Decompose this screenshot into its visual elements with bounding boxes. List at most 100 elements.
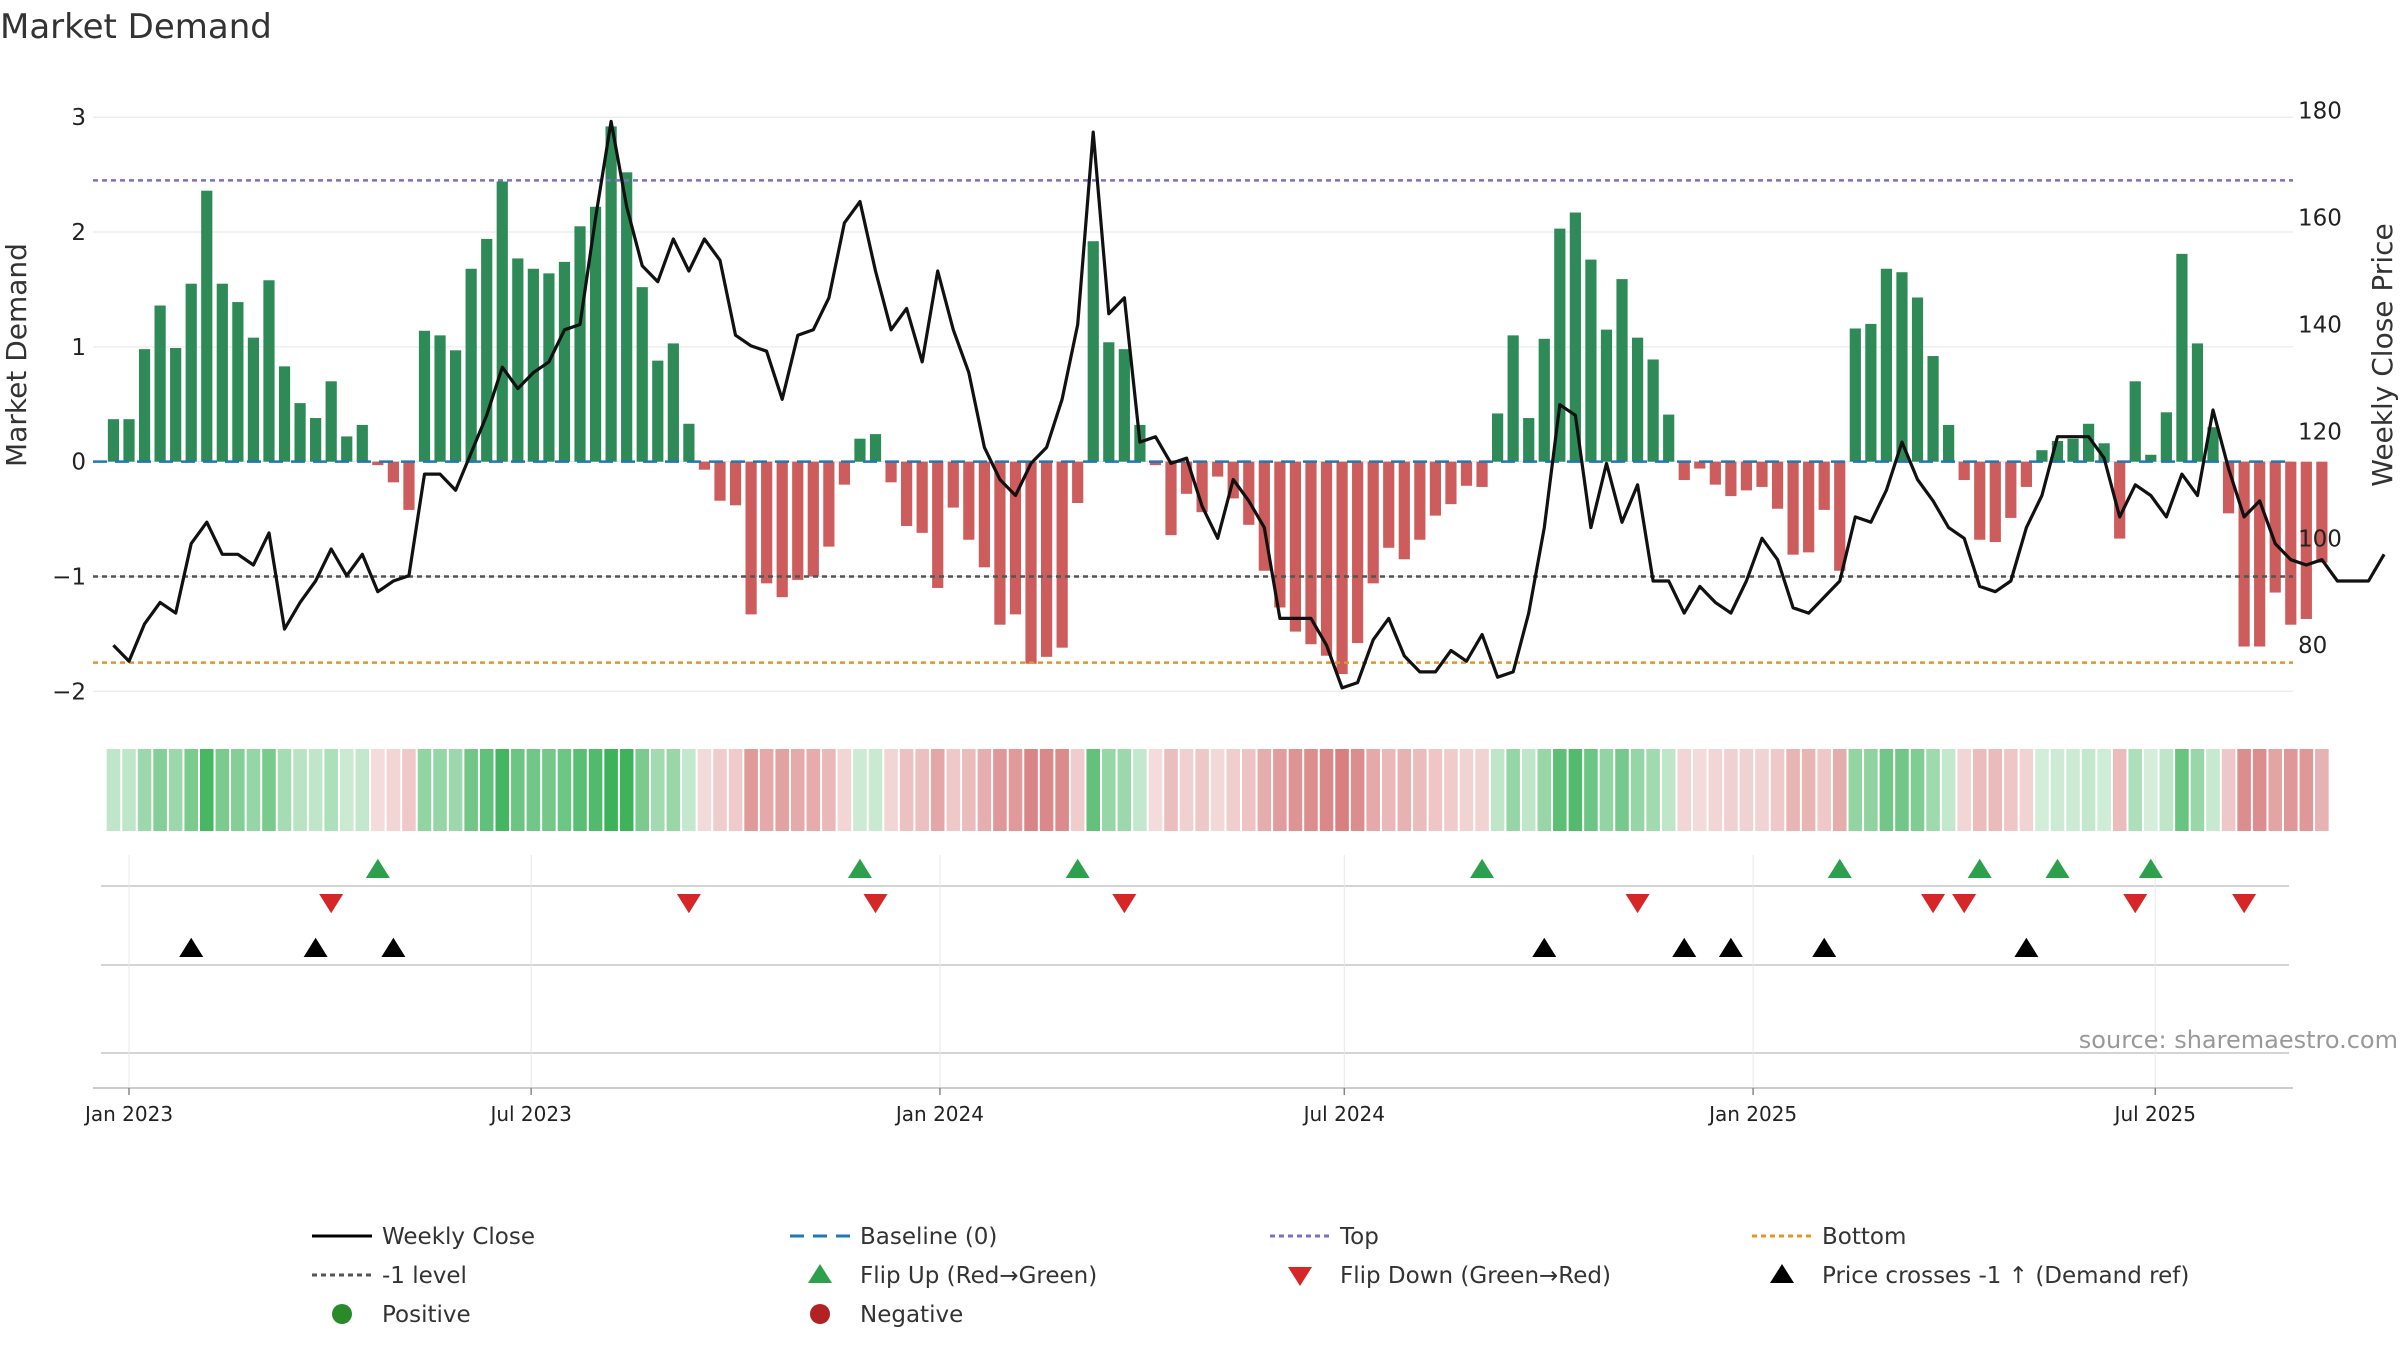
- reference-levels: [93, 179, 2293, 664]
- heatmap-cell: [1257, 749, 1272, 831]
- heatmap-cell: [1428, 749, 1443, 831]
- demand-bar: [1740, 461, 1753, 491]
- heatmap-cell: [386, 749, 401, 831]
- heatmap-cell: [1646, 749, 1660, 831]
- heatmap-cell: [1008, 749, 1023, 831]
- demand-bar: [2160, 412, 2172, 462]
- demand-bar: [310, 418, 322, 462]
- legend-item-flip-up: Flip Up (Red→Green): [808, 1263, 1097, 1289]
- price-cross-marker: [1532, 937, 1557, 957]
- legend-item-price-cross: Price crosses -1 ↑ (Demand ref): [1770, 1263, 2189, 1289]
- demand-bar: [543, 273, 555, 462]
- heatmap-cell: [1210, 749, 1225, 831]
- demand-bar: [356, 424, 368, 462]
- x-tick-label: Jan 2025: [1707, 1102, 1797, 1126]
- demand-bar: [901, 461, 913, 526]
- heatmap-cell: [1055, 749, 1069, 831]
- heatmap-cell: [2144, 749, 2158, 831]
- demand-bar: [527, 268, 539, 462]
- flip-down-marker: [676, 894, 701, 914]
- demand-bar: [1087, 241, 1099, 462]
- flip-up-marker: [1967, 858, 1992, 878]
- demand-bar: [434, 335, 446, 462]
- chart-title: Market Demand: [0, 7, 272, 47]
- x-tick-label: Jan 2023: [83, 1102, 173, 1126]
- demand-bar: [1258, 461, 1270, 571]
- demand-bar: [1040, 461, 1053, 657]
- demand-bar: [761, 461, 773, 584]
- x-tick-label: Jan 2024: [894, 1102, 984, 1126]
- demand-bar: [1243, 461, 1255, 525]
- heatmap-cell: [728, 749, 743, 831]
- heatmap-cell: [946, 749, 961, 831]
- y-tick-label: 3: [71, 105, 86, 131]
- y2-axis-title: Weekly Close Price: [2366, 223, 2399, 486]
- demand-bar: [2114, 461, 2126, 539]
- demand-bar: [170, 348, 182, 462]
- demand-bar: [667, 343, 679, 462]
- heatmap-cell: [1102, 749, 1116, 831]
- heatmap-cell: [2159, 749, 2174, 831]
- demand-bar: [1865, 323, 1877, 462]
- demand-bar: [1631, 337, 1644, 462]
- legend-item-bottom: Bottom: [1752, 1224, 1906, 1250]
- demand-bar: [278, 366, 291, 462]
- legend-item-flip-down: Flip Down (Green→Red): [1288, 1263, 1611, 1289]
- demand-bar: [372, 461, 384, 466]
- demand-bar: [807, 461, 819, 577]
- demand-bar: [1896, 272, 1908, 462]
- heatmap-cell: [324, 749, 338, 831]
- demand-bar: [154, 305, 166, 462]
- y-tick-label: 2: [71, 220, 86, 246]
- heatmap-cell: [153, 749, 167, 831]
- flip-up-marker: [847, 858, 872, 878]
- heatmap-cell: [713, 749, 727, 831]
- legend-item-weekly-close: Weekly Close: [312, 1224, 535, 1250]
- demand-bar: [403, 461, 415, 510]
- heatmap-cell: [433, 749, 447, 831]
- demand-bar: [978, 461, 990, 568]
- demand-bar: [2238, 461, 2250, 647]
- heatmap-cell: [1086, 749, 1101, 831]
- legend-item-baseline: Baseline (0): [790, 1224, 997, 1250]
- demand-bar: [2020, 461, 2032, 487]
- heatmap-cell: [557, 749, 572, 831]
- demand-bar: [1849, 328, 1861, 462]
- demand-bar: [1771, 461, 1784, 509]
- demand-bar: [1336, 461, 1348, 675]
- demand-bar: [1367, 461, 1379, 584]
- heatmap-cell: [2081, 749, 2096, 831]
- heatmap-cell: [915, 749, 929, 831]
- heatmap-cell: [495, 749, 510, 831]
- price-cross-marker: [1672, 937, 1697, 957]
- demand-bar: [1678, 461, 1690, 481]
- heatmap-cell: [759, 749, 774, 831]
- price-cross-marker: [381, 937, 406, 957]
- heatmap-cell: [1584, 749, 1598, 831]
- demand-bar: [558, 261, 571, 462]
- demand-bar: [823, 461, 835, 547]
- legend-label: Positive: [382, 1302, 471, 1328]
- demand-bar: [1009, 461, 1022, 615]
- legend-label: Negative: [860, 1302, 963, 1328]
- demand-bar: [1974, 461, 1986, 540]
- heatmap-cell: [1459, 749, 1474, 831]
- y-tick-label: 0: [71, 450, 86, 476]
- heatmap-cell: [2035, 749, 2049, 831]
- heatmap-cell: [573, 749, 587, 831]
- heatmap-cell: [1770, 749, 1785, 831]
- heatmap-cell: [993, 749, 1007, 831]
- demand-bar: [496, 181, 508, 462]
- y-axis-title: Market Demand: [0, 243, 33, 467]
- demand-bar: [1414, 461, 1426, 540]
- demand-bar: [729, 461, 742, 506]
- heatmap-cell: [1164, 749, 1178, 831]
- flip-up-marker: [1065, 858, 1090, 878]
- heatmap-cell: [2252, 749, 2267, 831]
- price-series: [112, 119, 2386, 690]
- demand-bar: [1305, 461, 1317, 645]
- legend-item-negative: Negative: [810, 1302, 963, 1328]
- heatmap-cell: [106, 749, 121, 831]
- demand-bar: [698, 461, 711, 470]
- heatmap-cell: [744, 749, 758, 831]
